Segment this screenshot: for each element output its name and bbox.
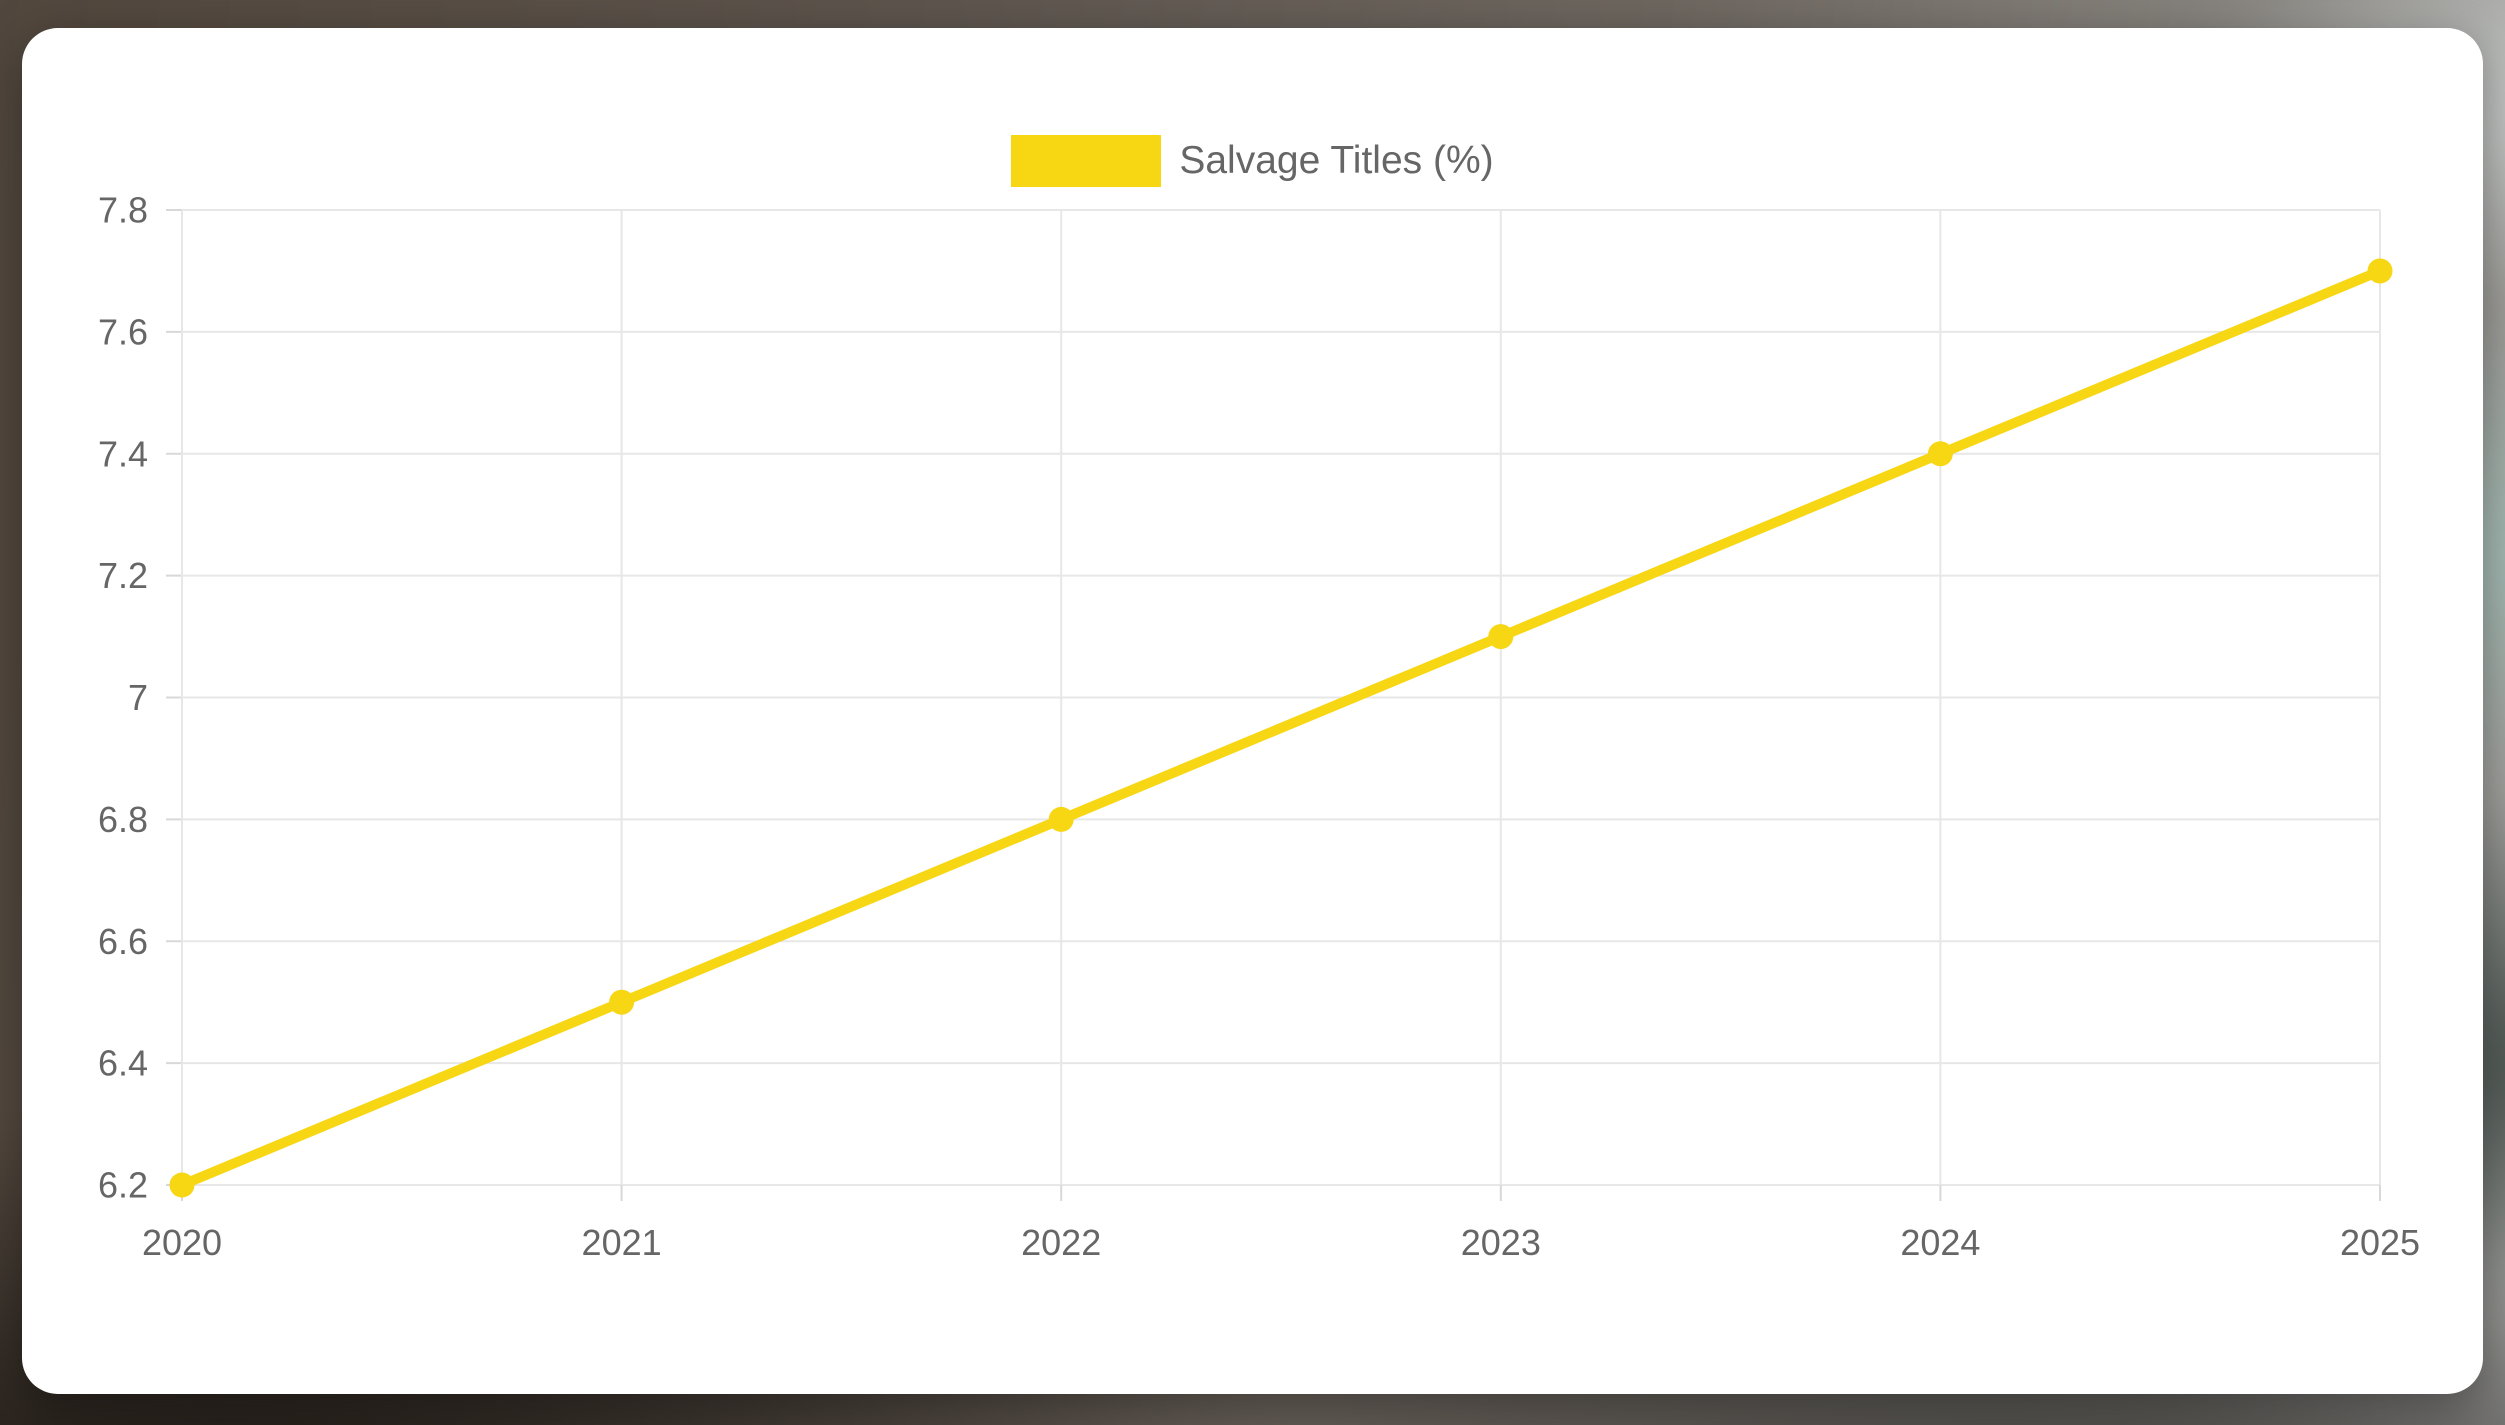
salvage-titles-line-chart: 6.2 6.4 6.6 6.8 7 7.2 7.4 7.6 7.8 2020 2021 2022 202…	[98, 190, 2420, 1264]
chart-card: Salvage Titles (%) 6.2 6.4 6.6 6.8 7 7.2 7.4 7.…	[22, 28, 2483, 1394]
legend-label: Salvage Titles (%)	[1179, 139, 1494, 182]
y-tick-label: 6.2	[98, 1165, 148, 1206]
y-tick-label: 6.8	[98, 799, 148, 840]
x-tick-label: 2020	[142, 1222, 222, 1263]
y-tick-label: 6.6	[98, 921, 148, 962]
x-tick-label: 2024	[1900, 1222, 1980, 1263]
data-line	[177, 265, 2385, 1190]
chart-legend[interactable]: Salvage Titles (%)	[22, 135, 2483, 187]
data-point-2021[interactable]	[609, 989, 635, 1015]
y-tick-label: 7.4	[98, 433, 148, 474]
x-tick-label: 2022	[1021, 1222, 1101, 1263]
y-tick-label: 7	[128, 677, 148, 718]
y-tick-label: 7.2	[98, 555, 148, 596]
data-point-2025[interactable]	[2367, 258, 2393, 284]
data-point-2023[interactable]	[1488, 624, 1514, 650]
y-tick-label: 7.8	[98, 190, 148, 231]
x-tick-label: 2021	[582, 1222, 662, 1263]
data-point-2024[interactable]	[1927, 441, 1953, 467]
data-point-2020[interactable]	[169, 1172, 195, 1198]
x-tick-label: 2025	[2340, 1222, 2420, 1263]
data-point-2022[interactable]	[1048, 806, 1074, 832]
y-tick-label: 7.6	[98, 311, 148, 352]
legend-swatch-icon	[1011, 135, 1162, 187]
x-tick-label: 2023	[1461, 1222, 1541, 1263]
y-tick-label: 6.4	[98, 1043, 148, 1084]
